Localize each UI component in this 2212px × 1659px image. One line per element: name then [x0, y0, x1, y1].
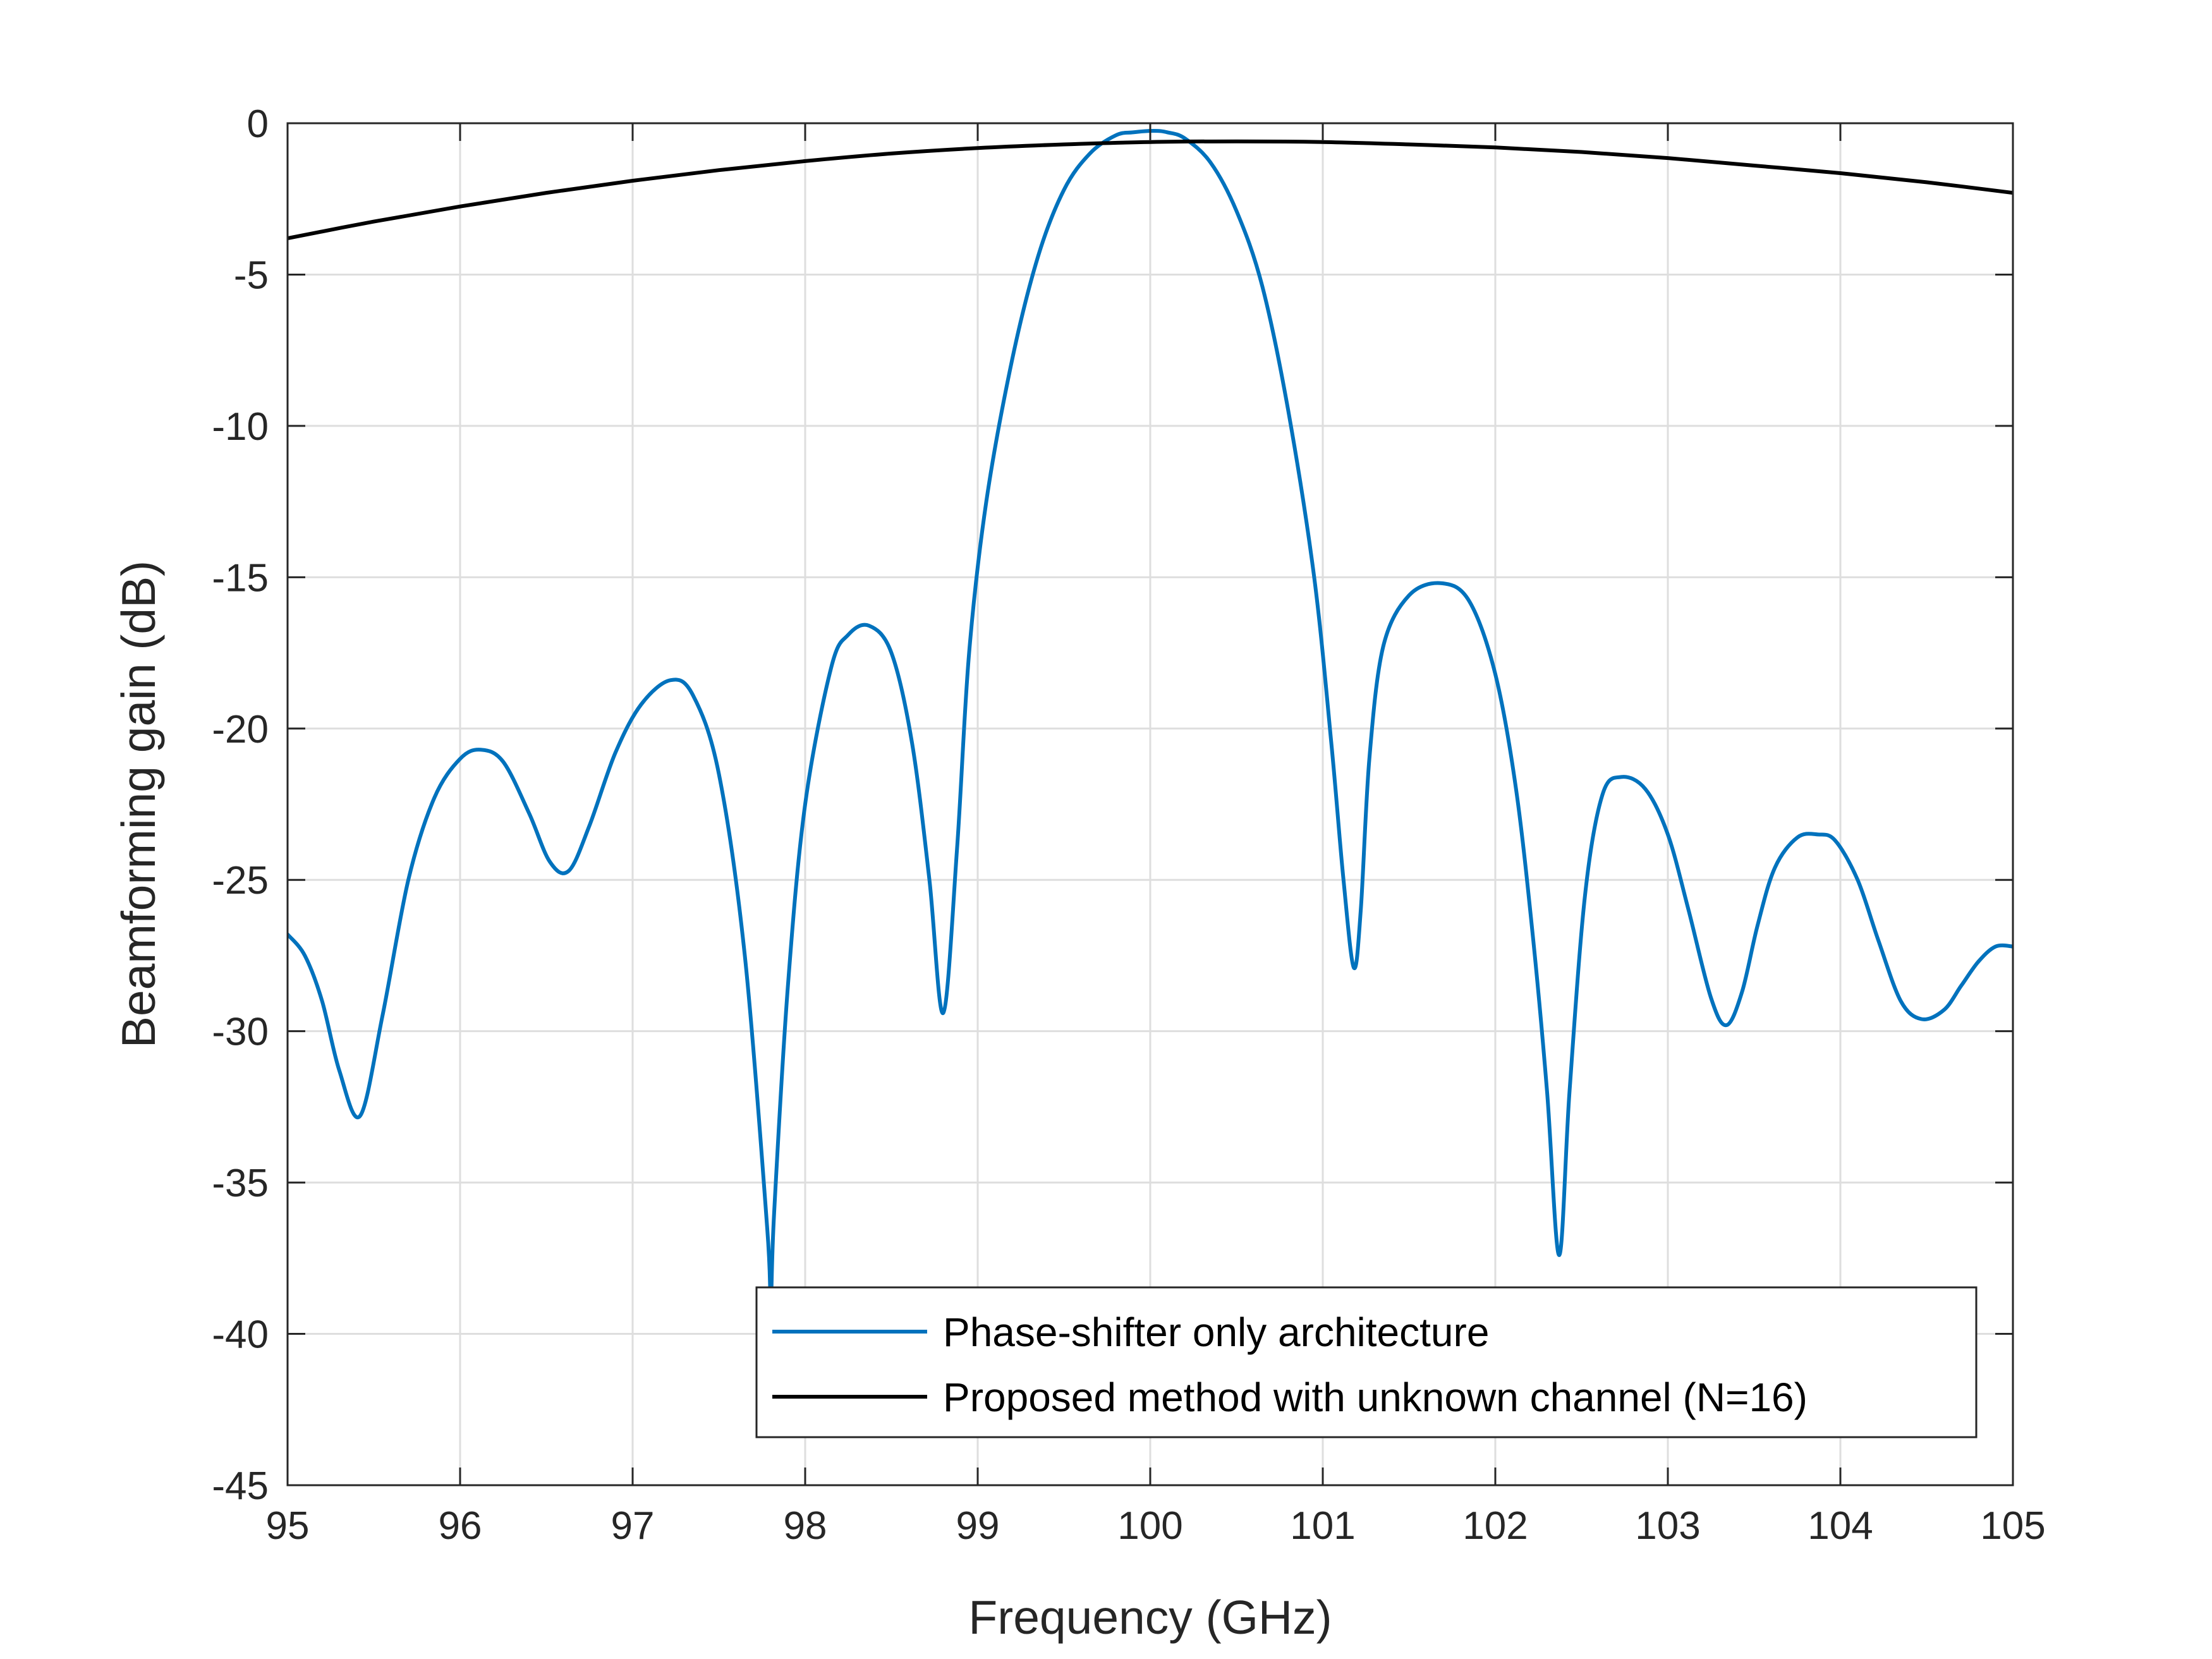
x-tick-label: 96 [439, 1504, 482, 1548]
y-tick-label: -45 [212, 1464, 269, 1508]
y-axis-label: Beamforming gain (dB) [112, 561, 165, 1048]
x-tick-label: 101 [1290, 1504, 1355, 1548]
legend-label-phase-shifter: Phase-shifter only architecture [943, 1310, 1489, 1355]
y-tick-label: -25 [212, 859, 269, 902]
y-tick-label: 0 [247, 102, 269, 146]
x-tick-label: 95 [266, 1504, 310, 1548]
y-tick-label: -40 [212, 1313, 269, 1357]
legend: Phase-shifter only architecture Proposed… [755, 1286, 1978, 1438]
legend-box [755, 1286, 1978, 1438]
x-tick-label: 105 [1980, 1504, 2045, 1548]
y-tick-label: -15 [212, 556, 269, 600]
y-tick-label: -35 [212, 1162, 269, 1205]
x-axis-label: Frequency (GHz) [968, 1591, 1332, 1644]
x-tick-label: 97 [611, 1504, 655, 1548]
y-tick-label: -20 [212, 708, 269, 751]
legend-label-proposed: Proposed method with unknown channel (N=… [943, 1375, 1808, 1420]
y-tick-label: -5 [234, 253, 269, 297]
x-tick-label: 100 [1117, 1504, 1182, 1548]
x-tick-label: 99 [956, 1504, 1000, 1548]
series-line-proposed [288, 139, 2013, 240]
series-line-phase-shifter [288, 129, 2013, 1306]
x-tick-label: 103 [1635, 1504, 1700, 1548]
x-tick-label: 102 [1462, 1504, 1528, 1548]
x-tick-label: 98 [784, 1504, 827, 1548]
ticks: 95 96 97 98 99 100 101 102 103 104 105 0 -5 -10 -15 -20… [212, 102, 2045, 1548]
series-layer [288, 129, 2013, 1306]
y-tick-label: -30 [212, 1011, 269, 1054]
y-tick-label: -10 [212, 405, 269, 449]
x-tick-label: 104 [1808, 1504, 1873, 1548]
